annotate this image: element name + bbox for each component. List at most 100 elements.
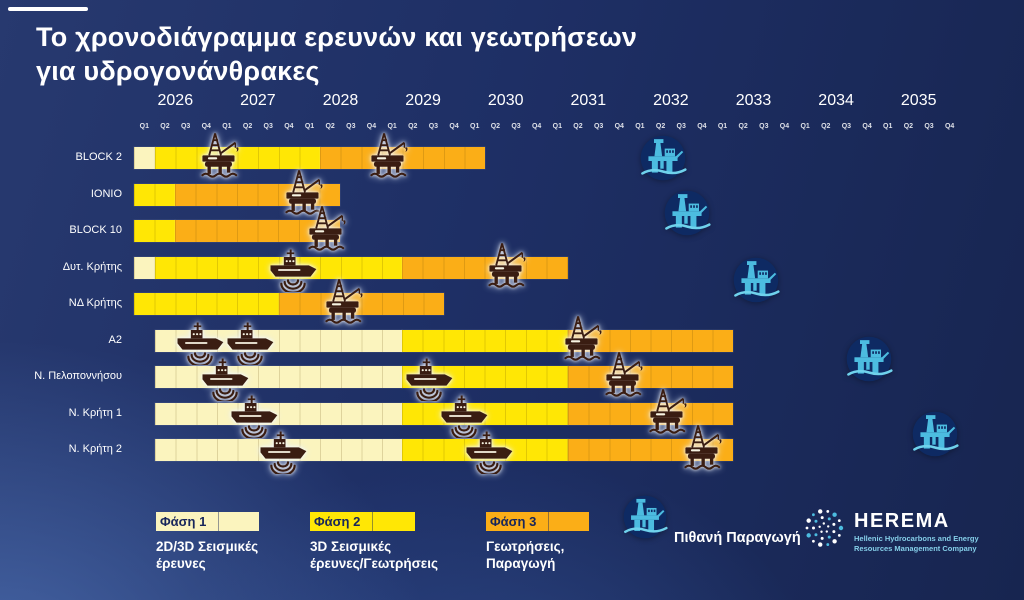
legend-phase-label: Φάση 3 bbox=[486, 512, 550, 531]
bar-segment-phase2 bbox=[134, 183, 176, 206]
row-label: Ν. Κρήτη 2 bbox=[68, 443, 122, 455]
quarter-label: Q1 bbox=[635, 123, 645, 130]
legend-phase-desc: 3D Σεισμικές έρευνες/Γεωτρήσεις bbox=[310, 539, 438, 571]
legend-swatch-phase2: Φάση 2 bbox=[310, 512, 415, 531]
legend-swatch-phase1: Φάση 1 bbox=[156, 512, 259, 531]
legend-phase-label: Φάση 1 bbox=[156, 512, 220, 531]
quarter-label: Q3 bbox=[924, 123, 934, 130]
quarter-label: Q1 bbox=[387, 123, 397, 130]
drilling-rig-icon bbox=[602, 349, 648, 398]
row-label: IONIO bbox=[90, 187, 122, 200]
year-label: 2030 bbox=[487, 92, 524, 109]
quarter-label: Q4 bbox=[944, 123, 955, 130]
brand-tagline-line1: Hellenic Hydrocarbons and Energy bbox=[854, 534, 979, 543]
legend-possible-production-label: Πιθανή Παραγωγή bbox=[674, 530, 801, 546]
row-label: BLOCK 2 bbox=[75, 151, 122, 163]
quarter-label: Q3 bbox=[180, 123, 191, 130]
quarter-label: Q4 bbox=[614, 123, 624, 130]
production-platform-icon bbox=[663, 189, 711, 237]
quarter-label: Q1 bbox=[717, 123, 728, 130]
quarter-label: Q4 bbox=[779, 123, 790, 130]
drilling-rig-icon bbox=[322, 276, 368, 325]
quarter-label: Q3 bbox=[676, 123, 686, 130]
row-label: Δυτ. Κρήτης bbox=[62, 260, 122, 273]
quarter-label: Q3 bbox=[428, 123, 439, 130]
page-title: Το χρονοδιάγραμμα ερευνών και γεωτρήσεων… bbox=[36, 20, 637, 88]
bar-segment-phase2 bbox=[134, 293, 279, 315]
quarter-label: Q4 bbox=[201, 123, 211, 130]
bar-segment-phase3 bbox=[278, 293, 444, 315]
quarter-label: Q4 bbox=[862, 123, 872, 130]
row-label: A2 bbox=[108, 333, 122, 346]
quarter-label: Q3 bbox=[593, 123, 604, 130]
row-label: ΝΔ Κρήτης bbox=[68, 297, 122, 309]
quarter-label: Q1 bbox=[883, 123, 893, 130]
bar-segment-phase1 bbox=[154, 402, 403, 425]
drilling-rig-icon bbox=[561, 313, 607, 362]
quarter-label: Q3 bbox=[511, 123, 521, 130]
quarter-label: Q2 bbox=[821, 123, 831, 130]
quarter-label: Q2 bbox=[242, 123, 253, 130]
brand-name: HEREMA bbox=[854, 510, 950, 532]
legend-phase-desc: Γεωτρήσεις, Παραγωγή bbox=[486, 539, 565, 571]
quarter-label: Q3 bbox=[263, 123, 273, 130]
quarter-label: Q3 bbox=[759, 123, 769, 130]
seismic-vessel-icon bbox=[258, 429, 308, 474]
quarter-label: Q2 bbox=[160, 123, 170, 130]
bar-segment-phase1 bbox=[154, 366, 403, 388]
seismic-vessel-icon bbox=[268, 247, 318, 292]
quarter-label: Q4 bbox=[697, 123, 707, 130]
bar-segment-phase3 bbox=[567, 329, 733, 352]
bar-segment-phase3 bbox=[175, 220, 341, 242]
bar-segment-phase2 bbox=[402, 329, 568, 352]
quarter-label: Q1 bbox=[304, 123, 315, 130]
herema-logo: HEREMA Hellenic Hydrocarbons and Energy … bbox=[800, 500, 1020, 570]
row-label: Ν. Κρήτη 1 bbox=[68, 406, 122, 419]
herema-dots-logo-icon bbox=[805, 509, 844, 547]
quarter-label: Q2 bbox=[490, 123, 501, 130]
drilling-rig-icon bbox=[198, 130, 244, 179]
production-platform-icon bbox=[732, 256, 780, 304]
year-label: 2033 bbox=[735, 92, 772, 109]
quarter-label: Q3 bbox=[346, 123, 356, 130]
year-label: 2032 bbox=[653, 92, 689, 109]
year-label: 2029 bbox=[405, 92, 441, 109]
page-title-line2: για υδρογονάνθρακες bbox=[36, 56, 320, 86]
bar-segment-phase3 bbox=[402, 256, 568, 279]
quarter-label: Q2 bbox=[655, 123, 666, 130]
year-label: 2026 bbox=[157, 92, 194, 109]
bar-segment-phase1 bbox=[134, 256, 155, 279]
page-title-line1: Το χρονοδιάγραμμα ερευνών και γεωτρήσεων bbox=[36, 22, 638, 52]
quarter-label: Q2 bbox=[903, 123, 914, 130]
row-label: BLOCK 10 bbox=[69, 224, 122, 236]
quarter-label: Q4 bbox=[284, 123, 294, 130]
year-label: 2034 bbox=[818, 92, 854, 109]
quarter-label: Q1 bbox=[800, 123, 810, 130]
drilling-rig-icon bbox=[367, 130, 413, 179]
legend-phase-label: Φάση 2 bbox=[310, 512, 374, 531]
quarter-label: Q2 bbox=[325, 123, 335, 130]
row-label: Ν. Πελοποννήσου bbox=[34, 370, 122, 382]
year-label: 2028 bbox=[322, 92, 359, 109]
bar-segment-phase3 bbox=[567, 366, 733, 388]
drilling-rig-icon bbox=[485, 240, 531, 289]
legend-phase-desc: 2D/3D Σεισμικές έρευνες bbox=[156, 539, 259, 571]
brand-tagline-line2: Resources Management Company bbox=[854, 543, 977, 553]
year-label: 2035 bbox=[900, 92, 937, 109]
quarter-label: Q4 bbox=[366, 123, 377, 130]
quarter-label: Q2 bbox=[738, 123, 748, 130]
production-platform-icon bbox=[639, 134, 687, 182]
quarter-label: Q1 bbox=[552, 123, 562, 130]
year-label: 2027 bbox=[240, 92, 276, 109]
bar-segment-phase3 bbox=[567, 402, 733, 425]
year-label: 2031 bbox=[570, 92, 607, 109]
legend-swatch-phase3: Φάση 3 bbox=[486, 512, 589, 531]
production-platform-icon bbox=[911, 410, 959, 458]
quarter-label: Q2 bbox=[408, 123, 418, 130]
bar-segment-phase2 bbox=[154, 147, 320, 169]
bar-segment-phase1 bbox=[134, 147, 155, 169]
quarter-label: Q1 bbox=[139, 123, 149, 130]
bar-segment-phase2 bbox=[134, 220, 176, 242]
quarter-label: Q2 bbox=[573, 123, 583, 130]
